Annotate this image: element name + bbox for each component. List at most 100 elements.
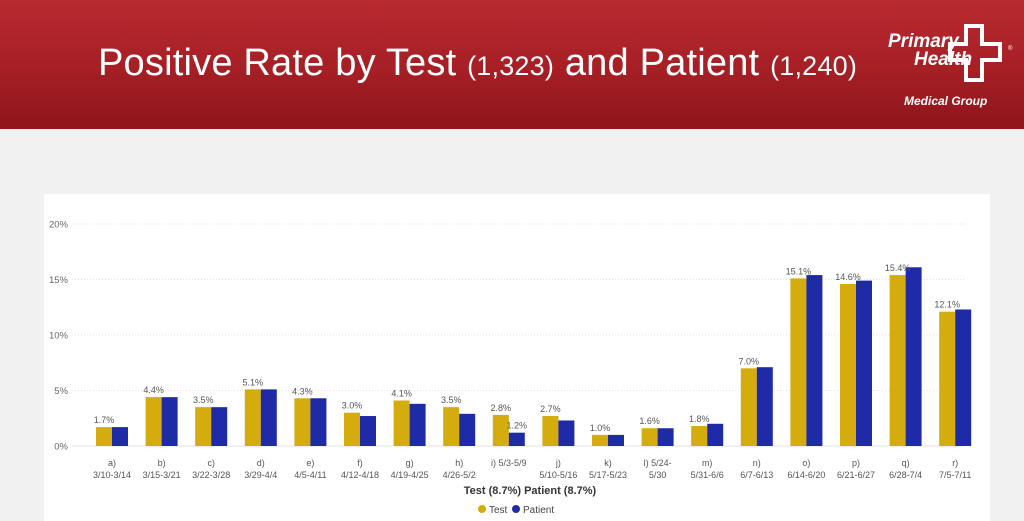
data-label-test: 2.8% bbox=[491, 403, 512, 413]
x-tick-label: 6/21-6/27 bbox=[837, 470, 875, 480]
x-tick-label: 6/28-7/4 bbox=[889, 470, 922, 480]
x-tick-label: 5/10-5/16 bbox=[539, 470, 577, 480]
bar-patient bbox=[657, 428, 674, 446]
data-label-test: 4.3% bbox=[292, 386, 313, 396]
x-tick-label: a) bbox=[108, 458, 116, 468]
data-label-test: 14.6% bbox=[835, 272, 861, 282]
primary-health-logo: Primary Health ® Medical Group bbox=[884, 24, 1016, 114]
bar-test bbox=[443, 407, 460, 446]
data-label-test: 2.7% bbox=[540, 404, 561, 414]
title-main: Positive Rate by Test bbox=[98, 42, 457, 84]
bar-patient bbox=[409, 403, 426, 446]
title-banner: Positive Rate by Test (1,323) and Patien… bbox=[0, 0, 1024, 129]
x-tick-label: c) bbox=[207, 458, 215, 468]
logo-line-2: Health bbox=[914, 49, 973, 70]
title-and-patient: and Patient bbox=[564, 42, 760, 84]
data-label-test: 5.1% bbox=[243, 377, 264, 387]
logo-line-3: Medical Group bbox=[904, 94, 988, 108]
y-tick-label: 0% bbox=[54, 442, 68, 453]
y-tick-label: 10% bbox=[49, 331, 69, 342]
legend-swatch-test bbox=[478, 505, 486, 513]
data-label-patient: 1.2% bbox=[507, 421, 528, 431]
bar-test bbox=[96, 427, 112, 446]
logo-line-1: Primary bbox=[888, 31, 959, 52]
data-label-test: 4.4% bbox=[143, 385, 164, 395]
bar-patient bbox=[856, 280, 872, 446]
bar-test bbox=[889, 275, 906, 446]
chart-panel: 1.7% 4.4% 3.5% 5.1% 4.3% 3.0% 4.1% 3.5% 2.8% 1.2%… bbox=[44, 194, 990, 521]
x-tick-label: 3/22-3/28 bbox=[192, 470, 230, 480]
bar-patient bbox=[508, 432, 525, 446]
bar-patient bbox=[756, 367, 773, 446]
positive-rate-chart: 1.7% 4.4% 3.5% 5.1% 4.3% 3.0% 4.1% 3.5% 2.8% 1.2%… bbox=[49, 220, 972, 517]
y-tick-label: 5% bbox=[54, 386, 68, 397]
x-tick-label: d) bbox=[257, 458, 265, 468]
x-tick-label: n) bbox=[753, 458, 761, 468]
bar-test bbox=[939, 311, 956, 446]
x-tick-label: 4/26-5/2 bbox=[443, 470, 476, 480]
x-tick-label: h) bbox=[455, 458, 463, 468]
bar-patient bbox=[608, 434, 624, 446]
bar-patient bbox=[112, 427, 128, 446]
data-label-test: 15.4% bbox=[885, 263, 911, 273]
bar-test bbox=[344, 412, 360, 446]
x-tick-label: k) bbox=[604, 458, 612, 468]
x-tick-label: f) bbox=[357, 458, 363, 468]
data-label-test: 1.8% bbox=[689, 414, 710, 424]
legend-label-test: Test bbox=[489, 505, 508, 516]
page-title: Positive Rate by Test (1,323) and Patien… bbox=[98, 40, 857, 89]
x-tick-label: 7/5-7/11 bbox=[939, 470, 971, 480]
bar-patient bbox=[260, 389, 277, 446]
x-tick-label: q) bbox=[902, 458, 910, 468]
bar-patient bbox=[310, 398, 327, 446]
x-tick-label: b) bbox=[158, 458, 166, 468]
x-tick-label: 3/10-3/14 bbox=[93, 470, 131, 480]
legend-swatch-patient bbox=[512, 505, 520, 513]
bar-patient bbox=[558, 420, 575, 446]
x-tick-label: p) bbox=[852, 458, 860, 468]
bar-patient bbox=[360, 416, 376, 446]
x-tick-label: 4/19-4/25 bbox=[391, 470, 429, 480]
x-tick-label: j) bbox=[555, 458, 561, 468]
data-label-test: 1.6% bbox=[639, 416, 660, 426]
bar-patient bbox=[905, 267, 922, 446]
bar-test bbox=[840, 283, 856, 446]
y-tick-label: 20% bbox=[49, 220, 69, 231]
data-label-test: 7.0% bbox=[739, 356, 760, 366]
x-tick-label: r) bbox=[952, 458, 958, 468]
x-tick-label: o) bbox=[802, 458, 810, 468]
x-tick-label: 6/7-6/13 bbox=[740, 470, 773, 480]
x-tick-label: 6/14-6/20 bbox=[787, 470, 825, 480]
bar-test bbox=[592, 434, 608, 446]
title-test-count: (1,323) bbox=[467, 51, 555, 81]
bar-patient bbox=[459, 413, 476, 446]
legend-label-patient: Patient bbox=[523, 505, 554, 516]
x-tick-label: m) bbox=[702, 458, 713, 468]
bar-patient bbox=[707, 423, 724, 446]
logo-registered-mark: ® bbox=[1008, 46, 1013, 52]
x-tick-label: 3/15-3/21 bbox=[143, 470, 181, 480]
bar-test bbox=[492, 414, 509, 446]
bar-patient bbox=[806, 275, 823, 446]
data-label-test: 4.1% bbox=[391, 388, 412, 398]
bar-test bbox=[195, 407, 212, 446]
data-label-test: 15.1% bbox=[786, 266, 812, 276]
data-label-test: 3.0% bbox=[342, 401, 363, 411]
x-tick-label: 5/31-6/6 bbox=[691, 470, 724, 480]
bar-patient bbox=[955, 309, 972, 446]
bar-test bbox=[244, 389, 261, 446]
x-tick-label: i) 5/3-5/9 bbox=[491, 458, 527, 468]
bar-patient bbox=[211, 407, 228, 446]
x-tick-label: 4/5-4/11 bbox=[294, 470, 326, 480]
x-tick-label: 5/17-5/23 bbox=[589, 470, 627, 480]
y-tick-label: 15% bbox=[49, 275, 69, 286]
x-tick-label: g) bbox=[406, 458, 414, 468]
bar-test bbox=[145, 397, 162, 446]
x-tick-label: l) 5/24- bbox=[644, 458, 672, 468]
data-label-test: 3.5% bbox=[441, 395, 462, 405]
data-label-test: 1.0% bbox=[590, 423, 611, 433]
data-label-test: 3.5% bbox=[193, 395, 214, 405]
x-tick-label: e) bbox=[306, 458, 314, 468]
bar-test bbox=[641, 428, 658, 446]
medical-cross-icon bbox=[948, 24, 1002, 82]
